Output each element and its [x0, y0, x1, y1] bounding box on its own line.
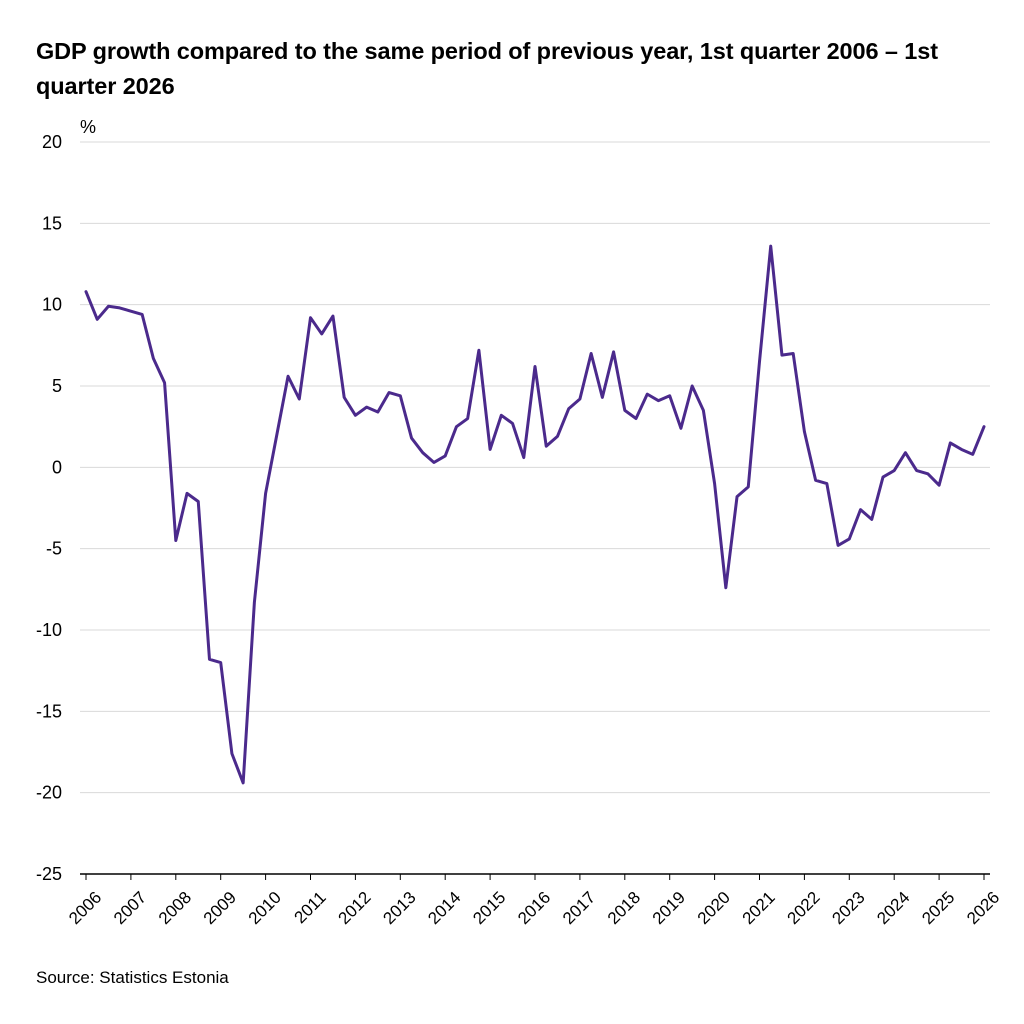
y-tick-label: -20: [36, 783, 62, 803]
x-tick-label: 2017: [559, 888, 599, 928]
x-tick-label: 2016: [514, 888, 554, 928]
x-tick-label: 2026: [963, 888, 1003, 928]
x-tick-label: 2011: [291, 888, 330, 927]
x-tick-label: 2025: [918, 888, 958, 928]
x-tick-label: 2013: [379, 888, 419, 928]
x-tick-label: 2012: [335, 888, 375, 928]
x-tick-label: 2020: [694, 888, 734, 928]
x-tick-label: 2010: [245, 888, 285, 928]
x-tick-label: 2007: [110, 888, 150, 928]
y-tick-label: 5: [52, 376, 62, 396]
x-tick-label: 2024: [873, 888, 913, 928]
gdp-growth-line: [84, 244, 986, 785]
gridlines: [80, 141, 990, 875]
source-note: Source: Statistics Estonia: [36, 968, 229, 987]
y-tick-label: 10: [42, 295, 62, 315]
x-tick-label: 2006: [65, 888, 105, 928]
x-tick-label: 2009: [200, 888, 240, 928]
x-tick-label: 2018: [604, 888, 644, 928]
y-tick-label: -5: [46, 539, 62, 559]
x-tick-label: 2014: [424, 888, 464, 928]
y-tick-label: 20: [42, 132, 62, 152]
x-tick-label: 2021: [739, 888, 779, 928]
y-axis-ticks: 20 15 10 5 0 -5 -10 -15 -20 -25: [36, 132, 62, 884]
y-tick-label: -15: [36, 701, 62, 721]
y-tick-label: 0: [52, 457, 62, 477]
x-tick-label: 2022: [784, 888, 824, 928]
x-axis-ticks: 2006 2007 2008 2009 2010 2011 2012 2013 2014 2015…: [65, 874, 1003, 928]
y-tick-label: -10: [36, 620, 62, 640]
x-tick-label: 2015: [469, 888, 509, 928]
x-tick-label: 2008: [155, 888, 195, 928]
x-tick-label: 2019: [649, 888, 689, 928]
chart-title: GDP growth compared to the same period o…: [36, 38, 938, 99]
x-tick-label: 2023: [828, 888, 868, 928]
y-axis-unit-label: %: [80, 117, 96, 137]
y-tick-label: -25: [36, 864, 62, 884]
y-tick-label: 15: [42, 213, 62, 233]
